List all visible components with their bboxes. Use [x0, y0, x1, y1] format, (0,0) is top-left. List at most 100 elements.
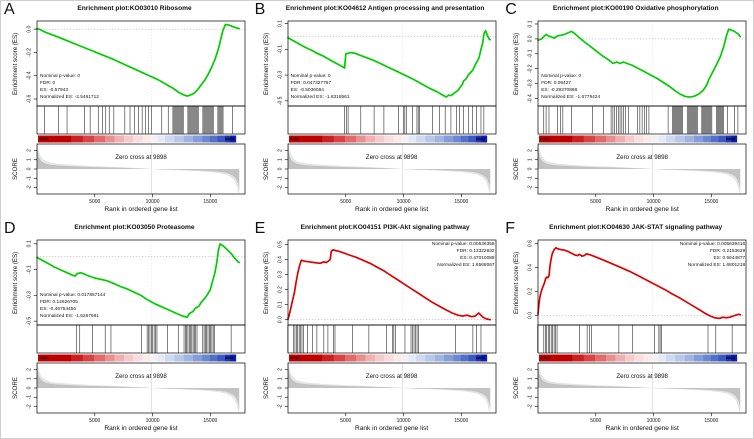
score-tick-label: 0	[528, 386, 534, 389]
es-tick-label: -0.1	[27, 265, 33, 274]
score-tick-label: -1	[277, 394, 283, 399]
stat-fdr: FDR: 0.12626705	[40, 299, 78, 305]
panel-jak-stat: 0.0 0.2 0.4 0.6 2 1 0 -1 -2 5000 10000 15000 F Enri…	[502, 220, 753, 439]
colorbar-right-tag	[225, 356, 234, 359]
panel-letter: B	[254, 1, 266, 18]
x-tick-label: 5000	[89, 199, 100, 205]
hit-barcode	[76, 325, 232, 352]
zero-cross-label: Zero cross at 9898	[616, 372, 668, 380]
es-curve	[36, 23, 241, 97]
x-tick-label: 10000	[146, 418, 160, 424]
score-tick-label: -2	[528, 404, 534, 409]
score-axis-label: SCORE	[262, 158, 270, 181]
x-axis-label: Rank in ordered gene list	[605, 424, 679, 432]
score-tick-label: 1	[277, 377, 283, 380]
es-tick-label: 0.5	[277, 240, 283, 247]
score-tick-label: 2	[27, 367, 33, 370]
panel-ribosome: 0.0 -0.2 -0.4 -0.6 2 1 0 -1 -2 5000 10000 15000 A E…	[1, 1, 252, 220]
es-tick-label: -0.5	[277, 96, 283, 105]
stat-fdr: FDR: 0.2153629	[709, 248, 746, 254]
stats-block: Nominal p-value: 0 FDR: 0 ES: -0.57943 N…	[40, 73, 99, 101]
es-axis-label: Enrichment score (ES)	[513, 32, 521, 96]
stat-nes: Normalized ES: 1.6568067	[437, 262, 495, 268]
gsea-chart: 0.0 0.1 0.2 0.3 0.4 0.5 2 1 0 -1 -2 5000 10000 15000	[277, 239, 496, 424]
stat-nes: Normalized ES: -1.8318561	[290, 95, 350, 100]
panel-title: Enrichment plot:KO03050 Proteasome	[74, 223, 195, 231]
colorbar-left-tag	[39, 137, 49, 141]
rank-colorbar	[539, 354, 738, 361]
panel-letter: C	[505, 1, 518, 18]
panel-oxidative-phosphorylation: 0.1 0.0 -0.1 -0.2 -0.3 -0.4 2 1 0 -1 -2 5000 10000 15…	[502, 1, 753, 220]
es-tick-label: -0.4	[528, 94, 534, 103]
score-tick-label: 1	[528, 377, 534, 380]
score-tick-label: -2	[27, 185, 33, 190]
es-curve	[36, 242, 241, 318]
hit-barcode	[343, 106, 484, 134]
panel-pi3k-akt: 0.0 0.1 0.2 0.3 0.4 0.5 2 1 0 -1 -2 5000 10000 15000 …	[252, 220, 503, 439]
x-tick-label: 15000	[203, 418, 217, 424]
stat-pvalue: Nominal p-value: 0	[40, 74, 80, 79]
barcode-box	[537, 105, 747, 135]
panel-letter: A	[4, 1, 15, 18]
x-tick-label: 15000	[203, 199, 217, 205]
es-tick-label: -0.5	[27, 316, 33, 325]
colorbar-right-tag	[475, 137, 485, 141]
stat-pvalue: Nominal p-value: 0.00536358	[431, 241, 495, 247]
es-tick-label: -0.4	[27, 71, 33, 80]
x-tick-label: 15000	[705, 199, 719, 205]
stat-es: ES: 0.5644877	[713, 255, 746, 261]
rank-metric-area	[287, 147, 490, 191]
es-tick-label: 0.1	[27, 240, 33, 247]
rank-colorbar	[539, 135, 738, 143]
stat-pvalue: Nominal p-value: 0	[290, 74, 331, 79]
colorbar-left-tag	[39, 356, 49, 359]
gsea-chart: 0.1 -0.1 -0.3 -0.5 2 1 0 -1 -2 5000 10000 15000	[27, 239, 246, 424]
es-tick-label: -0.6	[27, 94, 33, 103]
zero-cross-label: Zero cross at 9898	[365, 372, 418, 380]
es-axis-label: Enrichment score (ES)	[513, 251, 521, 314]
score-tick-label: -2	[27, 404, 33, 409]
gsea-chart: 0.0 0.2 0.4 0.6 2 1 0 -1 -2 5000 10000 15000	[528, 239, 747, 424]
score-axis-label: SCORE	[12, 158, 19, 181]
es-axis-label: Enrichment score (ES)	[12, 251, 19, 314]
es-tick-label: 0.6	[528, 239, 534, 246]
stat-es: ES: -0.5036084	[290, 88, 324, 93]
score-tick-label: 1	[27, 377, 33, 380]
score-tick-label: -1	[528, 176, 534, 181]
gsea-chart: 0.1 0.0 -0.1 -0.2 -0.3 -0.4 2 1 0 -1 -2 5000 10000 15…	[528, 20, 747, 205]
stat-es: ES: -0.57943	[40, 88, 69, 93]
x-tick-label: 5000	[590, 418, 601, 424]
score-tick-label: 2	[528, 149, 534, 152]
es-axis-label: Enrichment score (ES)	[262, 32, 270, 96]
es-curve	[537, 246, 742, 319]
stat-fdr: FDR: 0.09427	[541, 81, 572, 86]
hit-barcode	[44, 106, 233, 134]
stats-block: Nominal p-value: 0 FDR: 0.047327767 ES: …	[291, 73, 350, 101]
es-tick-label: 0.4	[528, 263, 534, 270]
score-axis-label: SCORE	[513, 376, 521, 399]
rank-metric-area	[538, 365, 741, 410]
score-tick-label: 0	[27, 167, 33, 170]
colorbar-right-tag	[726, 356, 736, 359]
score-tick-label: -1	[27, 176, 33, 181]
es-tick-label: 0.2	[528, 287, 534, 294]
stat-nes: Normalized ES: 1.6801218	[687, 262, 746, 268]
es-tick-label: 0.2	[277, 285, 283, 292]
stats-block: Nominal p-value: 0 FDR: 0.09427 ES: -0.3…	[541, 73, 600, 101]
colorbar-right-tag	[225, 137, 234, 141]
score-tick-label: -2	[277, 185, 283, 190]
es-tick-label: 0.4	[277, 255, 283, 262]
zero-cross-label: Zero cross at 9898	[115, 154, 167, 161]
colorbar-left-tag	[540, 356, 550, 359]
es-tick-label: 0.1	[528, 20, 534, 27]
rank-colorbar	[38, 135, 237, 143]
stats-block: Nominal p-value: 0.00536358 FDR: 0.13322…	[432, 241, 495, 269]
es-tick-label: -0.1	[528, 49, 534, 58]
es-curve	[537, 28, 742, 98]
es-tick-label: -0.3	[27, 290, 33, 299]
panel-proteasome: 0.1 -0.1 -0.3 -0.5 2 1 0 -1 -2 5000 10000 15000 D E…	[1, 220, 252, 439]
barcode-box	[36, 105, 246, 135]
x-tick-label: 15000	[705, 418, 719, 424]
panel-title: Enrichment plot:KO00190 Oxidative phosph…	[552, 5, 719, 12]
x-axis-label: Rank in ordered gene list	[354, 424, 429, 432]
